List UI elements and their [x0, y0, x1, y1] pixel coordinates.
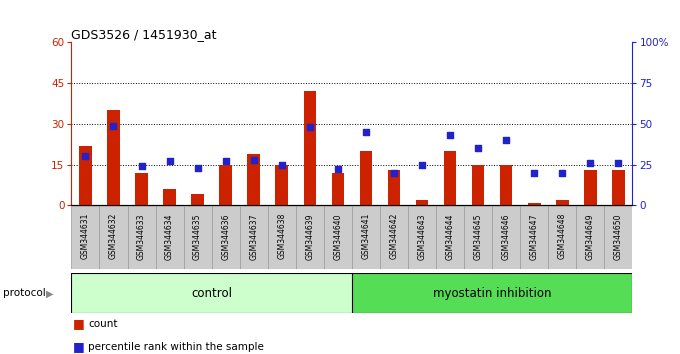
FancyBboxPatch shape	[239, 206, 268, 269]
Text: percentile rank within the sample: percentile rank within the sample	[88, 342, 265, 352]
Bar	[79, 145, 92, 205]
Point	[108, 123, 119, 129]
Text: ■: ■	[73, 341, 84, 353]
Point	[473, 145, 483, 151]
Bar	[220, 165, 232, 205]
FancyBboxPatch shape	[352, 273, 632, 313]
Bar	[472, 165, 484, 205]
Bar	[360, 151, 372, 205]
Text: GSM344647: GSM344647	[530, 213, 539, 259]
Point	[500, 137, 511, 143]
Text: GSM344636: GSM344636	[221, 213, 230, 259]
Text: GSM344635: GSM344635	[193, 213, 202, 259]
Point	[192, 165, 203, 171]
Text: GSM344631: GSM344631	[81, 213, 90, 259]
Point	[388, 170, 399, 176]
Text: GSM344640: GSM344640	[333, 213, 342, 259]
Text: GSM344641: GSM344641	[362, 213, 371, 259]
FancyBboxPatch shape	[184, 206, 211, 269]
Text: GSM344643: GSM344643	[418, 213, 426, 259]
FancyBboxPatch shape	[408, 206, 436, 269]
Point	[164, 159, 175, 164]
FancyBboxPatch shape	[605, 206, 632, 269]
Bar	[107, 110, 120, 205]
Bar	[556, 200, 568, 205]
Point	[417, 162, 428, 167]
Text: myostatin inhibition: myostatin inhibition	[433, 287, 551, 300]
FancyBboxPatch shape	[71, 206, 99, 269]
Point	[305, 124, 316, 130]
Text: GSM344639: GSM344639	[305, 213, 314, 259]
FancyBboxPatch shape	[71, 273, 352, 313]
Text: GSM344634: GSM344634	[165, 213, 174, 259]
FancyBboxPatch shape	[380, 206, 408, 269]
FancyBboxPatch shape	[352, 206, 380, 269]
Text: GSM344637: GSM344637	[250, 213, 258, 259]
FancyBboxPatch shape	[156, 206, 184, 269]
Point	[585, 160, 596, 166]
Text: count: count	[88, 319, 118, 329]
Text: control: control	[191, 287, 232, 300]
Text: ■: ■	[73, 318, 84, 330]
FancyBboxPatch shape	[99, 206, 128, 269]
FancyBboxPatch shape	[128, 206, 156, 269]
FancyBboxPatch shape	[296, 206, 324, 269]
Bar	[332, 173, 344, 205]
Point	[557, 170, 568, 176]
Text: GSM344648: GSM344648	[558, 213, 566, 259]
Text: GDS3526 / 1451930_at: GDS3526 / 1451930_at	[71, 28, 217, 41]
Point	[220, 159, 231, 164]
FancyBboxPatch shape	[268, 206, 296, 269]
FancyBboxPatch shape	[548, 206, 576, 269]
Point	[613, 160, 624, 166]
FancyBboxPatch shape	[576, 206, 605, 269]
Text: GSM344632: GSM344632	[109, 213, 118, 259]
Bar	[163, 189, 176, 205]
Text: ▶: ▶	[46, 288, 54, 298]
Bar	[388, 170, 401, 205]
Bar	[191, 194, 204, 205]
Point	[80, 154, 91, 159]
Point	[276, 162, 287, 167]
Text: GSM344646: GSM344646	[502, 213, 511, 259]
Bar	[275, 165, 288, 205]
Point	[333, 167, 343, 172]
FancyBboxPatch shape	[520, 206, 548, 269]
Point	[136, 164, 147, 169]
FancyBboxPatch shape	[324, 206, 352, 269]
Point	[445, 132, 456, 138]
Point	[360, 129, 371, 135]
Text: GSM344638: GSM344638	[277, 213, 286, 259]
Bar	[135, 173, 148, 205]
Text: GSM344645: GSM344645	[474, 213, 483, 259]
FancyBboxPatch shape	[436, 206, 464, 269]
Bar	[444, 151, 456, 205]
Bar	[528, 202, 541, 205]
Text: GSM344650: GSM344650	[614, 213, 623, 259]
Bar	[584, 170, 596, 205]
Text: GSM344642: GSM344642	[390, 213, 398, 259]
FancyBboxPatch shape	[211, 206, 239, 269]
Bar	[500, 165, 513, 205]
FancyBboxPatch shape	[492, 206, 520, 269]
Bar	[303, 91, 316, 205]
Point	[248, 157, 259, 162]
Bar	[248, 154, 260, 205]
Bar	[415, 200, 428, 205]
FancyBboxPatch shape	[464, 206, 492, 269]
Text: GSM344649: GSM344649	[586, 213, 595, 259]
Bar	[612, 170, 625, 205]
Text: GSM344644: GSM344644	[445, 213, 454, 259]
Text: protocol: protocol	[3, 288, 46, 298]
Point	[529, 170, 540, 176]
Text: GSM344633: GSM344633	[137, 213, 146, 259]
